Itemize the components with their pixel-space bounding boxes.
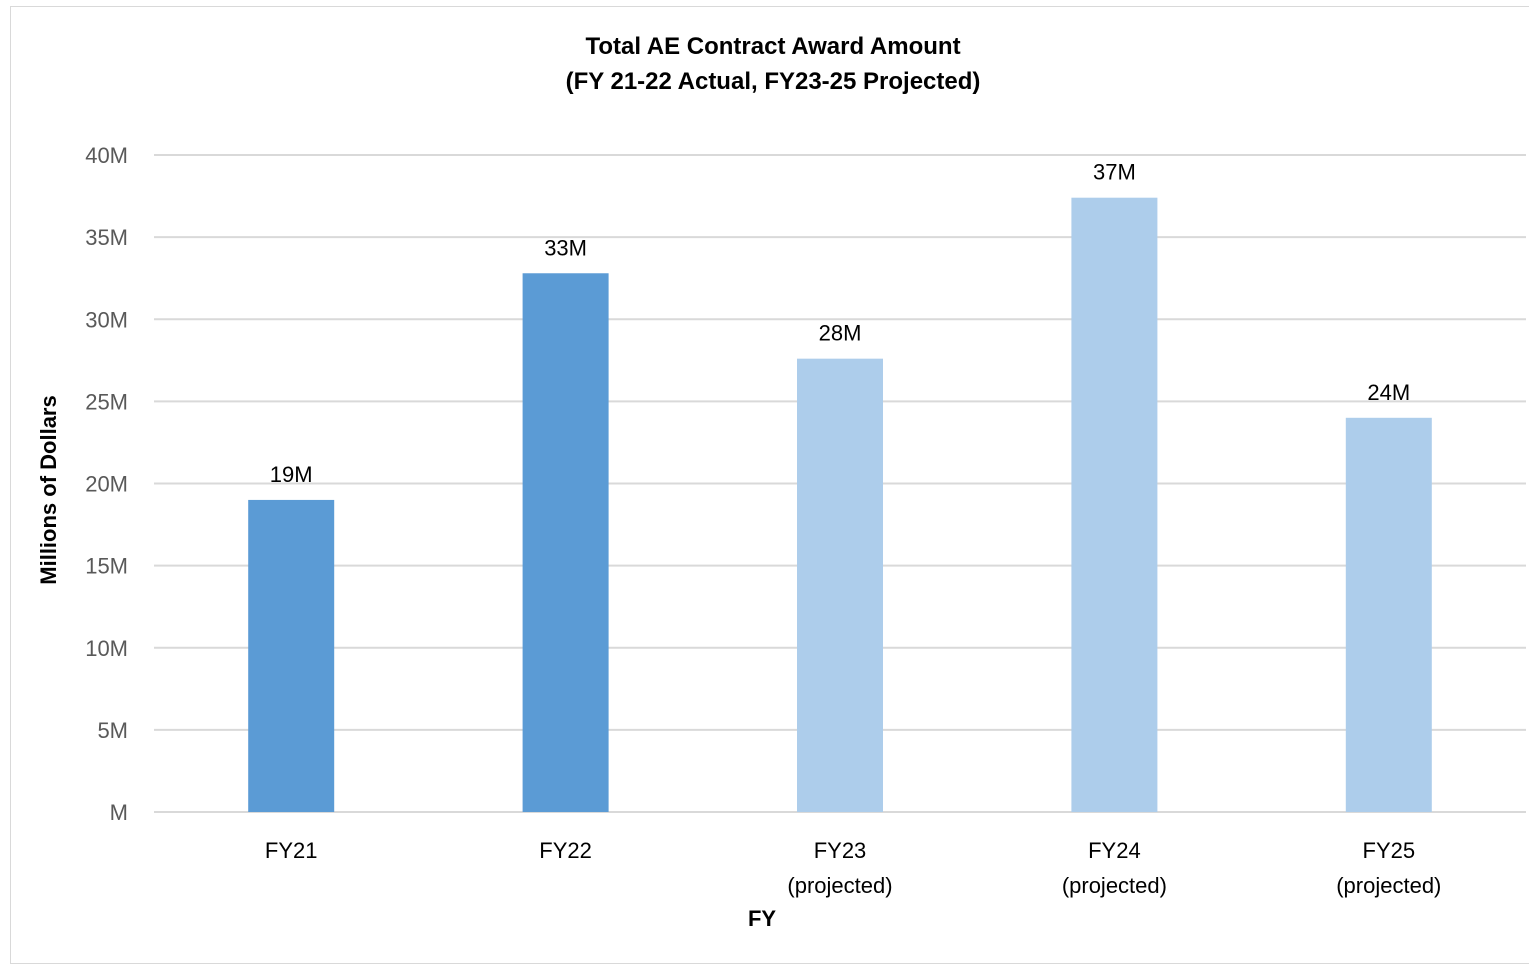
x-axis-categories: FY21 FY22 FY23 (projected) FY24 (projected) FY…	[265, 838, 1441, 898]
chart-subtitle: (FY 21-22 Actual, FY23-25 Projected)	[566, 68, 981, 95]
x-category-label: FY22	[539, 838, 592, 863]
bar	[1071, 197, 1158, 812]
y-tick-label: 30M	[85, 307, 128, 332]
data-label: 28M	[819, 321, 862, 346]
x-category-label: (projected)	[1062, 873, 1167, 898]
x-category-label: (projected)	[787, 873, 892, 898]
data-label: 19M	[270, 462, 313, 487]
y-tick-label: 25M	[85, 389, 128, 414]
data-labels: 19M 33M 28M 37M 24M	[270, 160, 1410, 487]
bars	[248, 197, 1432, 812]
data-label: 24M	[1367, 380, 1410, 405]
x-category-label: FY21	[265, 838, 318, 863]
y-tick-label: 15M	[85, 554, 128, 579]
x-axis-title: FY	[748, 906, 776, 931]
chart-title: Total AE Contract Award Amount	[585, 33, 960, 60]
y-tick-label: 20M	[85, 472, 128, 497]
y-axis-ticks: M 5M 10M 15M 20M 25M 30M 35M 40M	[85, 143, 128, 825]
y-axis-title: Millions of Dollars	[36, 395, 61, 584]
y-tick-label: 5M	[97, 718, 128, 743]
x-category-label: FY24	[1088, 838, 1141, 863]
bar	[522, 273, 609, 812]
y-tick-label: 10M	[85, 636, 128, 661]
y-tick-label: M	[110, 800, 128, 825]
data-label: 33M	[544, 235, 587, 260]
bar	[1345, 417, 1432, 812]
y-tick-label: 40M	[85, 143, 128, 168]
y-tick-label: 35M	[85, 225, 128, 250]
bar	[797, 358, 883, 812]
x-category-label: FY23	[814, 838, 867, 863]
x-category-label: (projected)	[1336, 873, 1441, 898]
bar	[248, 499, 335, 812]
data-label: 37M	[1093, 160, 1136, 185]
x-category-label: FY25	[1363, 838, 1416, 863]
